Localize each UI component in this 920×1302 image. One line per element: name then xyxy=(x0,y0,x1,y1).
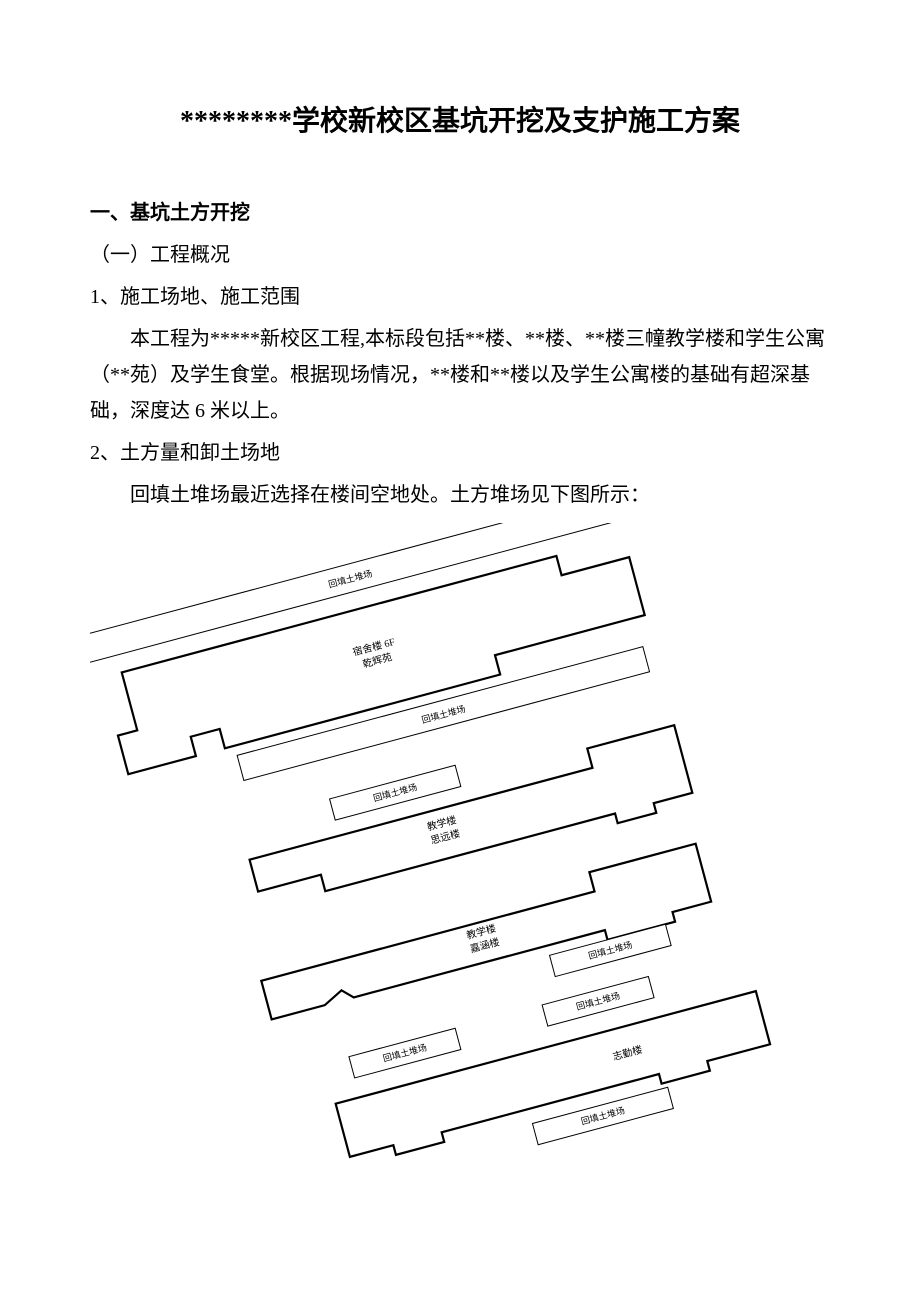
item-2-label: 2、土方量和卸土场地 xyxy=(90,435,830,471)
item-1-label: 1、施工场地、施工范围 xyxy=(90,279,830,315)
section-1-heading: 一、基坑土方开挖 xyxy=(90,195,830,231)
section-1-sub1: （一）工程概况 xyxy=(90,237,830,273)
item-2-body: 回填土堆场最近选择在楼间空地处。土方堆场见下图所示： xyxy=(90,477,830,513)
item-1-body: 本工程为*****新校区工程,本标段包括**楼、**楼、**楼三幢教学楼和学生公… xyxy=(90,321,830,429)
document-title: ********学校新校区基坑开挖及支护施工方案 xyxy=(90,100,830,145)
site-plan-diagram: 回填土堆场宿舍楼 6F乾辉苑回填土堆场回填土堆场教学楼思远楼教学楼嘉涵楼回填土堆… xyxy=(90,523,830,1183)
